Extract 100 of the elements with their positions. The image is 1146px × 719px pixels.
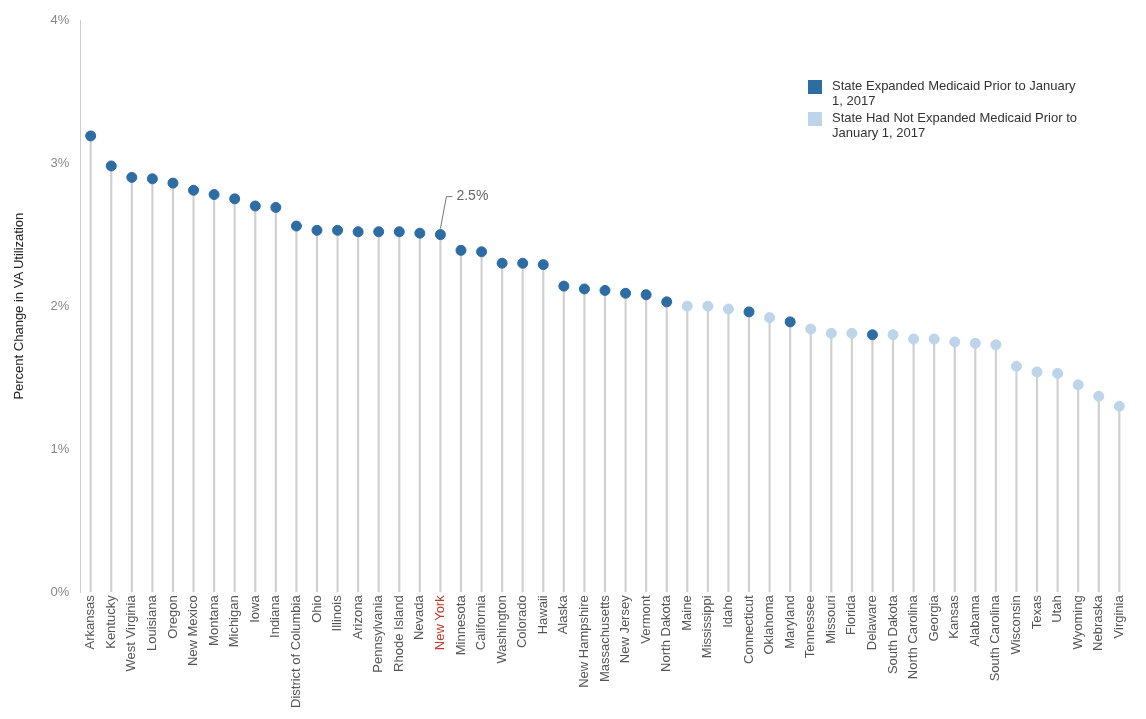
point — [990, 339, 1002, 351]
annotation: 2.5% — [456, 187, 489, 204]
point — [270, 201, 282, 213]
x-tick-label: Tennessee — [802, 595, 818, 659]
x-tick-label: Texas — [1028, 594, 1044, 630]
point — [1093, 390, 1105, 402]
point — [805, 323, 817, 335]
x-tick-label: Georgia — [925, 594, 941, 642]
x-tick-label: Nevada — [411, 594, 427, 641]
point — [866, 329, 878, 341]
x-tick-label: Delaware — [864, 595, 880, 651]
x-tick-label: Maine — [678, 595, 694, 631]
x-tick-label: South Dakota — [884, 594, 900, 675]
point — [208, 189, 220, 201]
x-tick-label: Illinois — [329, 594, 345, 632]
y-axis-title: Percent Change in VA Utilization — [11, 212, 27, 400]
point — [126, 171, 138, 183]
point — [352, 226, 364, 238]
point — [661, 296, 673, 308]
x-tick-label: Montana — [205, 594, 221, 646]
point — [887, 329, 899, 341]
x-tick-label: Kansas — [946, 594, 962, 639]
x-tick-label: Minnesota — [452, 594, 468, 656]
point — [517, 257, 529, 269]
point — [105, 160, 117, 172]
x-tick-label: New Mexico — [185, 595, 201, 667]
point — [332, 224, 344, 236]
point — [1052, 367, 1064, 379]
point — [640, 289, 652, 301]
point — [229, 193, 241, 205]
point — [1113, 400, 1125, 412]
point — [1072, 379, 1084, 391]
point — [620, 287, 632, 299]
x-tick-label: Alabama — [966, 594, 982, 647]
point — [537, 259, 549, 271]
y-tick-label: 4% — [50, 11, 70, 27]
x-tick-label: Maryland — [781, 595, 797, 649]
x-tick-label: New Hampshire — [576, 595, 591, 688]
point — [825, 327, 837, 339]
x-tick-label: Arkansas — [82, 594, 98, 650]
point — [146, 173, 158, 185]
y-tick-label: 1% — [50, 440, 70, 456]
x-tick-label: Oklahoma — [761, 594, 777, 655]
point — [496, 257, 508, 269]
x-tick-label: Michigan — [226, 595, 242, 648]
x-tick-label: Oregon — [164, 595, 180, 639]
point — [764, 312, 776, 324]
point — [969, 337, 981, 349]
x-tick-label: Kentucky — [102, 594, 118, 649]
point — [290, 220, 302, 232]
point — [455, 244, 467, 256]
point — [414, 227, 426, 239]
point — [702, 300, 714, 312]
x-tick-label: West Virginia — [123, 594, 139, 672]
x-tick-label: Idaho — [720, 595, 736, 628]
point — [1031, 366, 1043, 378]
point — [1010, 360, 1022, 372]
point — [681, 300, 693, 312]
x-tick-label: Connecticut — [740, 594, 756, 664]
x-tick-label: Washington — [493, 595, 509, 664]
x-tick-label: Indiana — [267, 594, 283, 638]
point — [743, 306, 755, 318]
point — [784, 316, 796, 328]
x-tick-label: Wyoming — [1069, 595, 1085, 650]
point — [249, 200, 261, 212]
x-tick-label: Louisiana — [143, 594, 159, 651]
y-tick-label: 0% — [50, 583, 70, 599]
x-tick-label: South Carolina — [987, 594, 1003, 682]
point — [373, 226, 385, 238]
x-tick-label: North Dakota — [658, 594, 674, 672]
x-tick-label: Iowa — [246, 594, 262, 623]
x-tick-label: Wisconsin — [1008, 595, 1024, 655]
point — [434, 229, 446, 241]
point — [85, 130, 97, 142]
x-tick-label: North Carolina — [905, 594, 921, 680]
x-tick-label: Pennsylvania — [370, 594, 386, 673]
x-tick-label: New Jersey — [617, 594, 633, 664]
x-tick-label: Mississippi — [699, 595, 715, 659]
x-tick-label: District of Columbia — [287, 594, 303, 709]
point — [558, 280, 570, 292]
x-tick-label: Hawaii — [534, 595, 550, 635]
x-tick-label: New York — [431, 594, 447, 651]
x-tick-label: Ohio — [308, 595, 324, 623]
x-tick-label: Alaska — [555, 594, 571, 635]
point — [167, 177, 179, 189]
point — [393, 226, 405, 238]
point — [928, 333, 940, 345]
x-tick-label: California — [473, 594, 489, 651]
x-tick-label: Nebraska — [1090, 594, 1106, 651]
x-tick-label: Missouri — [822, 595, 838, 644]
x-tick-label: Vermont — [637, 594, 653, 644]
x-tick-label: Florida — [843, 594, 859, 636]
x-tick-label: Colorado — [514, 595, 530, 649]
point — [722, 303, 734, 315]
point — [476, 246, 488, 258]
point — [188, 184, 200, 196]
legend-label: State Expanded Medicaid Prior to January 1, 2017 — [832, 78, 1077, 108]
point — [311, 224, 323, 236]
point — [846, 327, 858, 339]
y-tick-label: 2% — [50, 297, 70, 313]
